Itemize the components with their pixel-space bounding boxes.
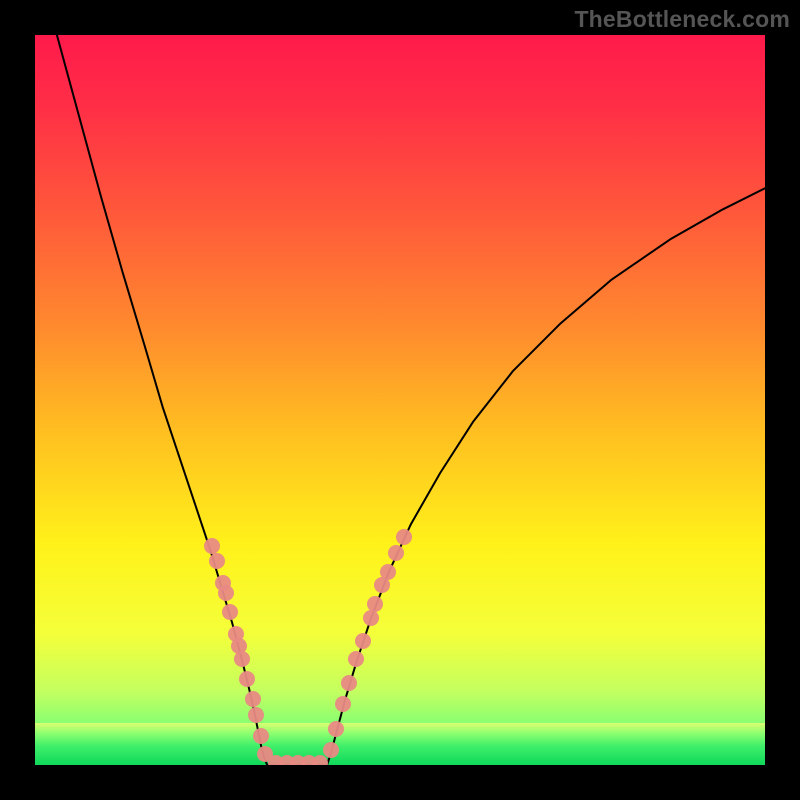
scatter-point <box>341 675 357 691</box>
scatter-point <box>323 742 339 758</box>
scatter-point <box>328 721 344 737</box>
watermark-text: TheBottleneck.com <box>574 6 790 33</box>
bottleneck-curve <box>35 35 765 765</box>
scatter-point <box>248 707 264 723</box>
scatter-point <box>396 529 412 545</box>
scatter-point <box>253 728 269 744</box>
scatter-point <box>335 696 351 712</box>
scatter-point <box>222 604 238 620</box>
scatter-point <box>239 671 255 687</box>
scatter-point <box>209 553 225 569</box>
scatter-point <box>204 538 220 554</box>
scatter-point <box>234 651 250 667</box>
scatter-point <box>245 691 261 707</box>
plot-frame <box>35 35 765 765</box>
scatter-point <box>367 596 383 612</box>
plot-area <box>35 35 765 765</box>
scatter-point <box>355 633 371 649</box>
scatter-point <box>374 577 390 593</box>
scatter-point <box>218 585 234 601</box>
scatter-point <box>380 564 396 580</box>
scatter-point <box>388 545 404 561</box>
curve-path <box>57 35 765 765</box>
scatter-point <box>348 651 364 667</box>
